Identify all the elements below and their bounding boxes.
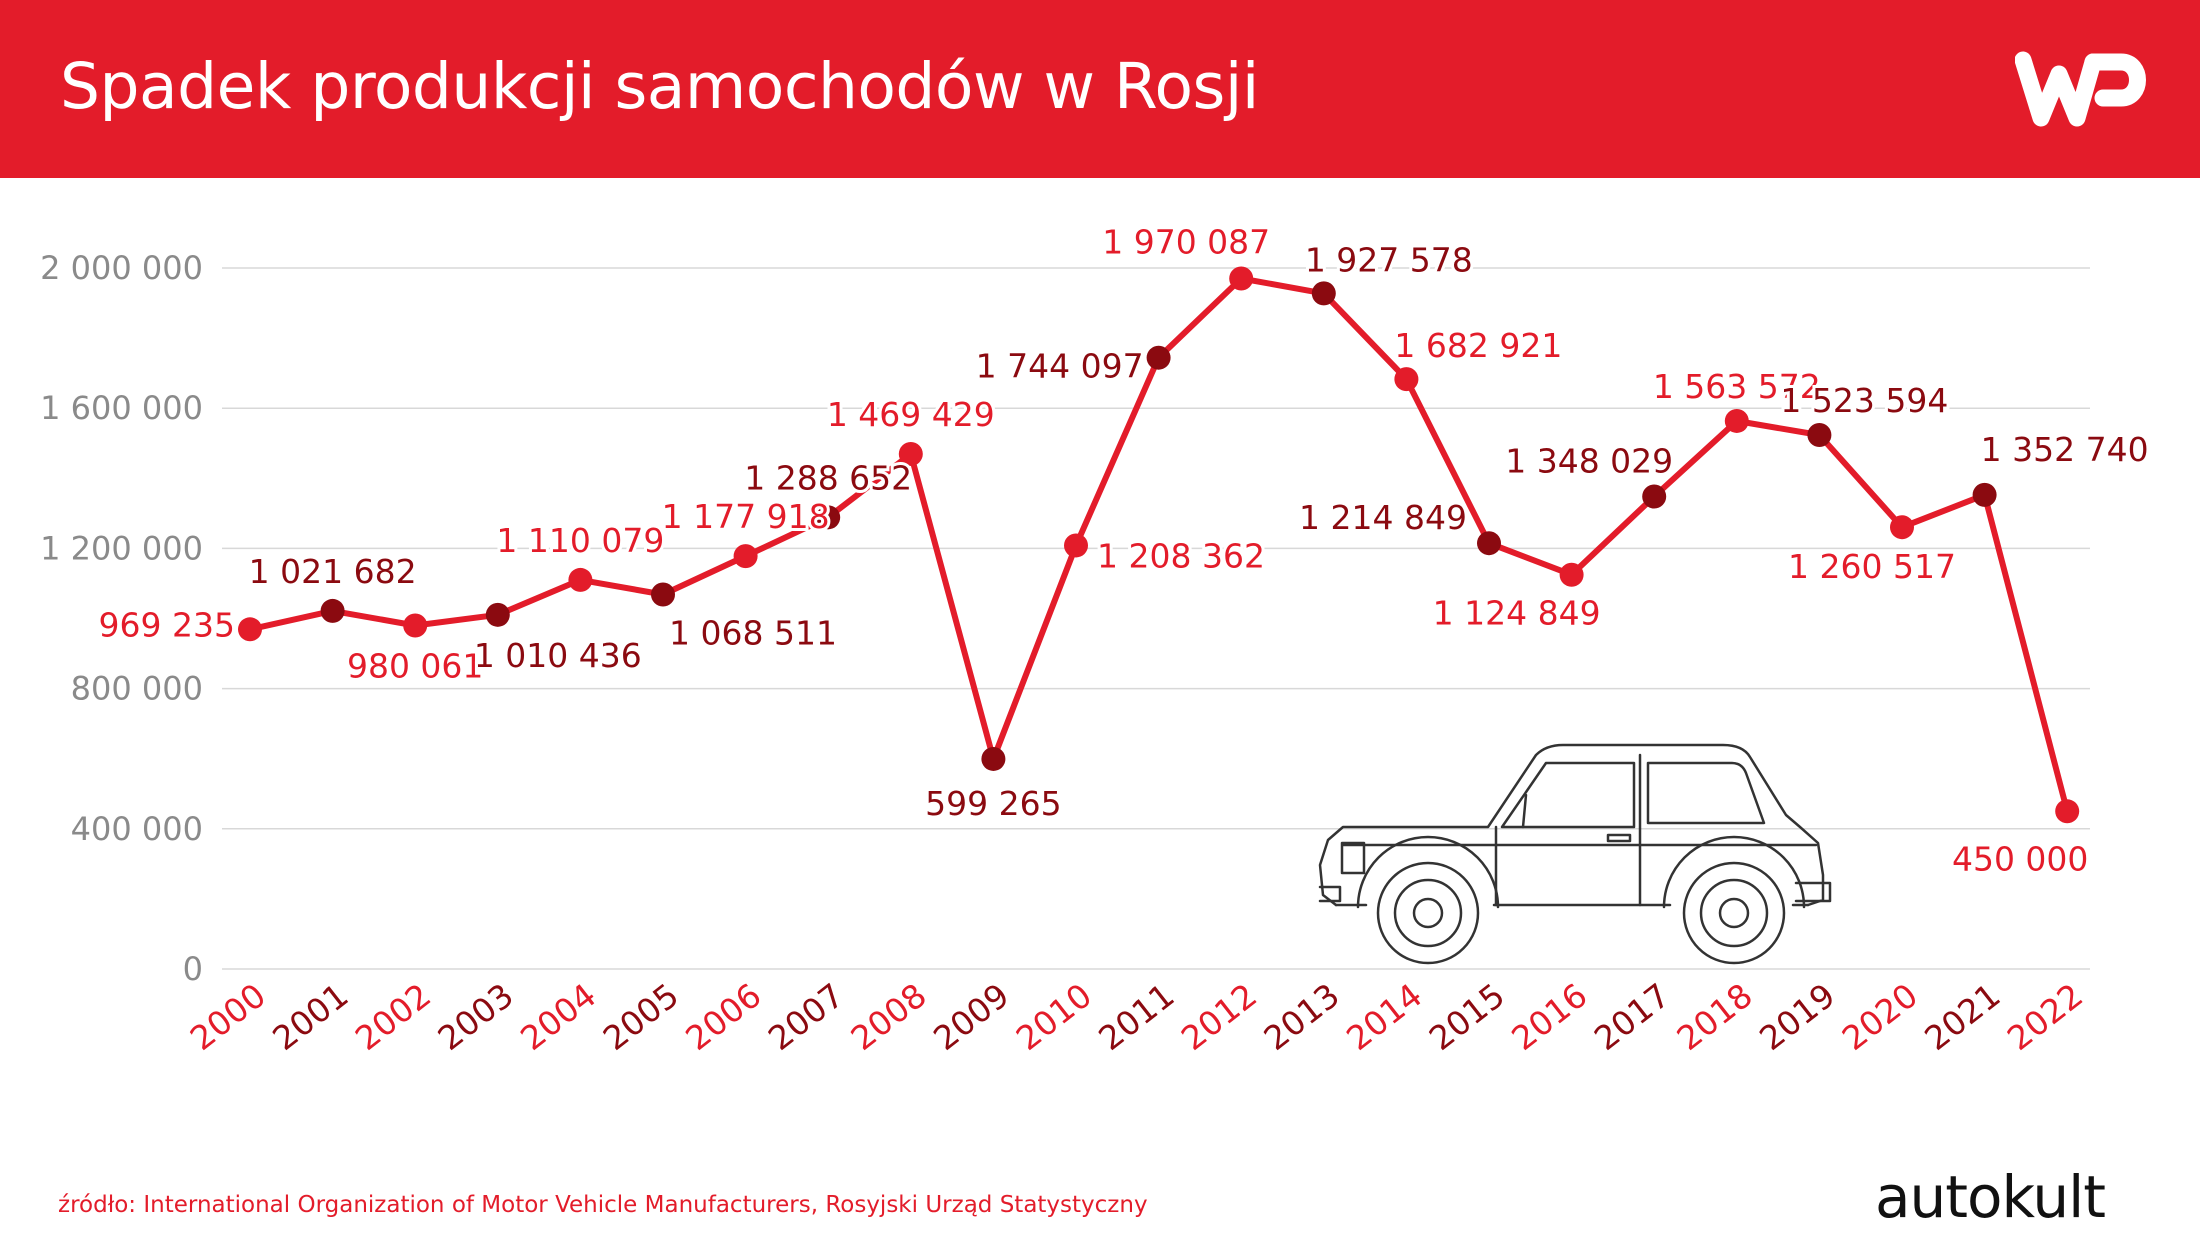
data-point: [733, 544, 758, 569]
x-tick-label: 2009: [926, 976, 1016, 1058]
x-tick-label: 2008: [844, 976, 934, 1058]
data-label: 969 235: [99, 605, 235, 644]
x-tick-label: 2022: [2000, 976, 2090, 1058]
data-point: [1807, 422, 1832, 447]
x-axis: 2000200120022003200420052006200720082009…: [183, 976, 2090, 1058]
data-point: [1311, 281, 1336, 306]
y-axis: 0 400 000 800 000 1 200 000 1 600 000 2 000 0…: [40, 249, 203, 988]
x-tick-label: 2001: [265, 976, 355, 1058]
y-tick-label: 800 000: [71, 670, 203, 708]
data-point: [1724, 408, 1749, 433]
data-point: [320, 598, 345, 623]
y-tick-label: 1 200 000: [40, 529, 203, 567]
x-tick-label: 2002: [348, 976, 438, 1058]
y-tick-label: 1 600 000: [40, 389, 203, 427]
data-point: [485, 602, 510, 627]
data-point: [2055, 799, 2080, 824]
x-tick-label: 2019: [1752, 976, 1842, 1058]
x-tick-label: 2015: [1422, 976, 1512, 1058]
page-title: Spadek produkcji samochodów w Rosji: [60, 50, 1259, 123]
data-label: 1 288 652: [744, 458, 912, 497]
data-point: [1064, 533, 1088, 558]
data-label: 1 970 087: [1102, 222, 1270, 261]
y-tick-label: 2 000 000: [40, 249, 203, 287]
data-label: 1 523 594: [1780, 381, 1948, 420]
data-point: [1890, 515, 1914, 540]
data-point: [1394, 367, 1419, 392]
grid: [222, 267, 2090, 970]
x-tick-label: 2010: [1009, 976, 1099, 1058]
data-point: [1146, 345, 1171, 370]
data-label: 1 563 572: [1653, 367, 1821, 406]
data-label: 1 682 921: [1394, 326, 1562, 365]
x-tick-label: 2004: [513, 976, 603, 1058]
data-label: 1 744 097: [976, 347, 1144, 386]
data-point: [1559, 562, 1584, 587]
x-tick-label: 2012: [1174, 976, 1264, 1058]
data-point: [1972, 482, 1997, 507]
x-tick-label: 2005: [596, 976, 686, 1058]
x-tick-label: 2007: [761, 976, 851, 1058]
source-note: źródło: International Organization of Mo…: [58, 1192, 1148, 1218]
x-tick-label: 2016: [1504, 976, 1594, 1058]
data-point: [1229, 266, 1254, 291]
x-tick-label: 2003: [431, 976, 521, 1058]
data-label: 1 177 918: [662, 497, 830, 536]
data-point: [403, 613, 428, 638]
data-point: [981, 746, 1006, 771]
data-label: 1 348 029: [1505, 442, 1673, 481]
data-label: 450 000: [1952, 839, 2088, 878]
data-label: 1 469 429: [827, 395, 995, 434]
x-tick-label: 2020: [1835, 976, 1925, 1058]
x-tick-label: 2017: [1587, 976, 1677, 1058]
data-label: 1 214 849: [1299, 498, 1467, 537]
header-bar: Spadek produkcji samochodów w Rosji: [0, 0, 2200, 178]
data-point: [1642, 484, 1667, 509]
x-tick-label: 2018: [1670, 976, 1760, 1058]
brand-logo: autokult: [1875, 1163, 2106, 1231]
y-tick-label: 0: [183, 950, 203, 988]
x-tick-label: 2021: [1917, 976, 2007, 1058]
data-label: 1 208 362: [1097, 536, 1265, 575]
car-icon: [1318, 743, 1832, 965]
data-point: [816, 505, 841, 530]
data-points: [238, 266, 2080, 824]
data-point: [1477, 531, 1501, 556]
data-label: 1 124 849: [1433, 594, 1601, 633]
x-tick-label: 2014: [1339, 976, 1429, 1058]
data-label: 1 021 682: [249, 552, 417, 591]
data-label: 1 927 578: [1305, 240, 1473, 279]
data-label: 1 352 740: [1981, 430, 2149, 469]
x-tick-label: 2011: [1091, 976, 1181, 1058]
data-label: 1 260 517: [1788, 547, 1956, 586]
data-label: 1 068 511: [669, 613, 837, 652]
data-point: [568, 567, 593, 592]
wp-logo-icon: [2015, 51, 2146, 127]
x-tick-label: 2013: [1257, 976, 1347, 1058]
x-tick-label: 2006: [678, 976, 768, 1058]
data-point: [238, 617, 262, 642]
data-point: [651, 582, 675, 607]
data-label: 1 110 079: [496, 521, 664, 560]
y-tick-label: 400 000: [71, 810, 203, 848]
data-label: 599 265: [925, 784, 1061, 823]
data-label: 980 061: [347, 646, 483, 685]
data-point: [898, 441, 923, 466]
data-label: 1 010 436: [474, 636, 642, 675]
